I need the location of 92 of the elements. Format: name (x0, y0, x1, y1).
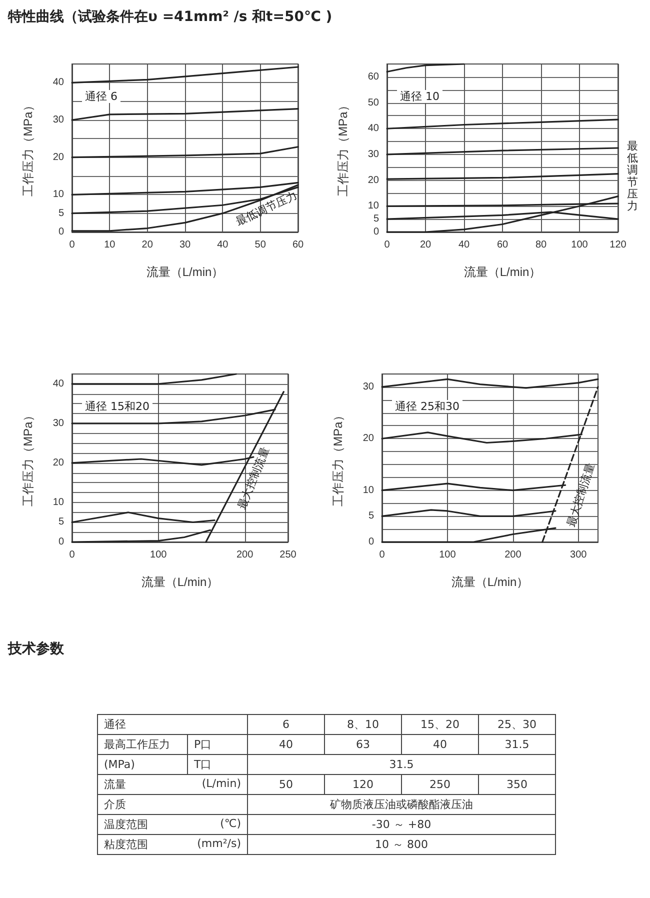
x-axis-title: 流量（L/min） (451, 575, 529, 589)
y-tick-label: 10 (52, 496, 64, 508)
text: 40 (402, 734, 478, 754)
y-tick-label: 20 (52, 152, 64, 163)
x-tick-label: 20 (142, 240, 154, 250)
x-tick-label: 80 (535, 240, 547, 250)
text: (MPa) (98, 754, 188, 774)
text: 通径 (98, 714, 248, 734)
annotation: 最大控制流量 (235, 445, 272, 512)
text: (mm²/s) (197, 837, 241, 852)
y-tick-label: 5 (373, 214, 380, 225)
y-axis-title: 工作压力（MPa） (336, 100, 350, 196)
y-tick-label: 60 (368, 71, 380, 82)
y-tick-label: 0 (368, 536, 374, 548)
text: 63 (324, 734, 402, 754)
annotation: 通径 6 (85, 90, 118, 103)
x-tick-label: 300 (570, 550, 588, 560)
y-tick-label: 30 (362, 381, 374, 392)
text: P口 (188, 734, 248, 754)
x-tick-label: 100 (150, 550, 168, 560)
x-tick-label: 100 (571, 240, 588, 250)
x-tick-label: 30 (179, 240, 191, 250)
text: -30 ～ +80 (248, 814, 556, 834)
text: 技术参数 (8, 640, 64, 658)
x-tick-label: 200 (504, 550, 522, 560)
y-axis-title: 工作压力（MPa） (21, 410, 35, 506)
x-tick-label: 250 (280, 550, 297, 560)
y-tick-label: 50 (368, 97, 380, 108)
x-axis-title: 流量（L/min） (464, 265, 542, 279)
y-tick-label: 5 (58, 516, 64, 528)
x-tick-label: 50 (254, 240, 266, 250)
x-tick-label: 0 (384, 240, 390, 250)
x-tick-label: 20 (420, 240, 432, 250)
text: T口 (188, 754, 248, 774)
annotation: 通径 10 (400, 90, 440, 103)
text: 250 (402, 774, 478, 794)
text: 温度范围 (104, 817, 148, 832)
x-tick-label: 100 (439, 550, 456, 560)
text: 50 (248, 774, 324, 794)
y-tick-label: 40 (52, 77, 64, 88)
y-tick-label: 20 (362, 433, 374, 444)
y-tick-label: 0 (373, 226, 380, 238)
y-tick-label: 30 (368, 148, 380, 160)
text: 粘度范围 (104, 837, 148, 852)
x-tick-label: 60 (292, 240, 304, 250)
y-axis-title: 工作压力（MPa） (21, 100, 35, 196)
x-tick-label: 0 (69, 550, 76, 560)
x-axis-title: 流量（L/min） (141, 575, 219, 589)
x-axis-title: 流量（L/min） (146, 265, 224, 279)
text: 6 (248, 714, 324, 734)
chart-title: 特性曲线（试验条件在υ =41mm² /s 和t=50℃ ) (8, 8, 332, 26)
y-tick-label: 10 (368, 200, 380, 212)
y-tick-label: 5 (58, 208, 64, 219)
text: 350 (478, 774, 556, 794)
y-tick-label: 0 (58, 226, 64, 238)
y-tick-label: 20 (368, 174, 380, 186)
y-axis-title: 工作压力（MPa） (331, 410, 345, 506)
text: (L/min) (202, 777, 241, 792)
text: 31.5 (248, 754, 556, 774)
annotation: 最大控制流量 (564, 462, 598, 528)
y-tick-label: 30 (52, 114, 64, 126)
text: 最低调节压力 (627, 140, 638, 212)
text: 15、20 (402, 714, 478, 734)
x-tick-label: 200 (236, 550, 254, 560)
text: 40 (248, 734, 324, 754)
x-tick-label: 60 (496, 240, 508, 250)
annotation: 通径 15和20 (85, 400, 150, 413)
annotation: 最低调节压力 (234, 188, 300, 228)
text: 120 (324, 774, 402, 794)
text: 25、30 (478, 714, 556, 734)
x-tick-label: 120 (610, 240, 627, 250)
y-tick-label: 0 (58, 536, 64, 548)
x-tick-label: 40 (458, 240, 470, 250)
text: (℃) (220, 817, 241, 832)
text: 最高工作压力 (98, 734, 188, 754)
text: 8、10 (324, 714, 402, 734)
y-tick-label: 10 (52, 189, 64, 200)
y-tick-label: 30 (52, 418, 64, 429)
text: 流量 (104, 777, 126, 792)
y-tick-label: 40 (368, 123, 380, 134)
y-tick-label: 10 (362, 484, 374, 496)
y-tick-label: 5 (368, 510, 374, 522)
annotation: 通径 25和30 (395, 400, 460, 413)
x-tick-label: 0 (69, 240, 76, 250)
x-tick-label: 10 (104, 240, 116, 250)
text: 10 ～ 800 (248, 834, 556, 854)
x-tick-label: 40 (217, 240, 229, 250)
text: 矿物质液压油或磷酸酯液压油 (248, 794, 556, 814)
text: 31.5 (478, 734, 556, 754)
y-tick-label: 20 (52, 457, 64, 468)
text: 介质 (98, 794, 248, 814)
y-tick-label: 40 (52, 378, 64, 390)
